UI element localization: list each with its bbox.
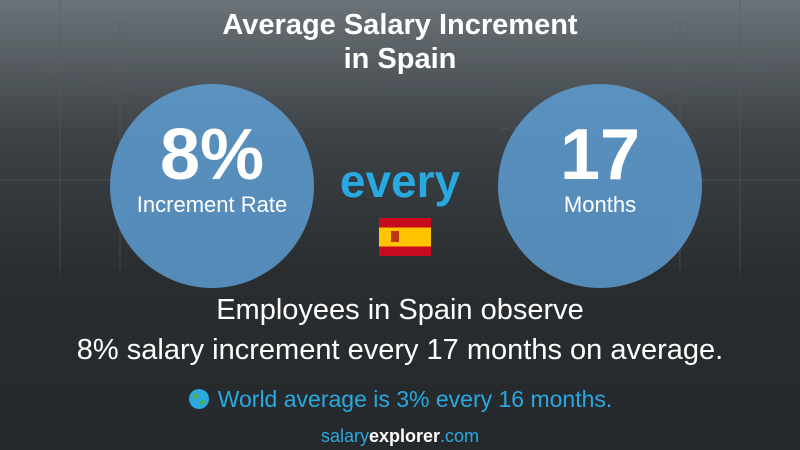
rate-value: 8% bbox=[159, 115, 265, 195]
months-value: 17 bbox=[559, 115, 641, 195]
every-word: every bbox=[339, 155, 461, 207]
footer-brand: salary bbox=[320, 426, 369, 446]
footer-brand: explorer bbox=[368, 426, 441, 446]
title-line: in Spain bbox=[343, 43, 457, 75]
description-line: 8% salary increment every 17 months on a… bbox=[76, 334, 724, 366]
description: Employees in Spain observe 8% salary inc… bbox=[0, 290, 800, 370]
title-line: Average Salary Increment bbox=[222, 9, 578, 41]
left-circle: 8% Increment Rate bbox=[110, 84, 314, 288]
months-label: Months bbox=[563, 192, 637, 217]
footer: salaryexplorer.com bbox=[0, 426, 800, 447]
spain-flag bbox=[379, 218, 431, 256]
globe-icon bbox=[188, 389, 209, 409]
description-line: Employees in Spain observe bbox=[216, 294, 584, 326]
world-line: World average is 3% every 16 months. bbox=[0, 386, 800, 413]
footer-domain: .com bbox=[440, 426, 480, 446]
world-text: World average is 3% every 16 months. bbox=[217, 386, 613, 412]
rate-label: Increment Rate bbox=[136, 192, 288, 217]
right-circle: 17 Months bbox=[498, 84, 702, 288]
title: Average Salary Increment in Spain bbox=[0, 8, 800, 76]
